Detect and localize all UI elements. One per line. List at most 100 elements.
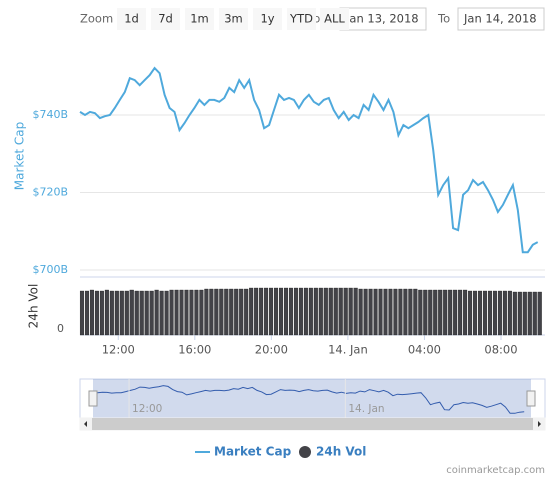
zoom-button-label[interactable]: 1d <box>124 12 139 26</box>
volume-bar <box>134 290 139 336</box>
volume-bar <box>323 287 328 336</box>
volume-bar <box>463 289 468 336</box>
volume-bar <box>403 288 408 336</box>
volume-bar <box>254 287 259 336</box>
volume-bar <box>517 291 522 336</box>
zoom-button-label[interactable]: 1m <box>190 12 209 26</box>
volume-bar <box>164 290 169 336</box>
volume-bar <box>209 288 214 336</box>
navigator-handle[interactable] <box>526 390 536 407</box>
legend-symbol[interactable] <box>299 446 311 458</box>
legend-label[interactable]: 24h Vol <box>316 445 366 459</box>
volume-bar <box>433 289 438 336</box>
navigator-label: 14. Jan <box>348 403 384 415</box>
volume-bar <box>274 287 279 336</box>
volume-bar <box>239 288 244 336</box>
volume-bar <box>303 287 308 336</box>
zoom-label: Zoom <box>80 12 113 26</box>
volume-bar <box>144 290 149 336</box>
volume-bar <box>184 289 189 336</box>
volume-bar <box>408 288 413 336</box>
x-tick-label: 20:00 <box>255 343 288 357</box>
to-input[interactable] <box>457 7 545 31</box>
volume-bar <box>219 288 224 336</box>
volume-bar <box>453 289 458 336</box>
to-value[interactable]: Jan 14, 2018 <box>463 12 537 26</box>
legend-label[interactable]: Market Cap <box>214 445 292 459</box>
volume-bar <box>473 290 478 336</box>
volume-bar <box>129 289 134 336</box>
volume-bar <box>79 290 85 336</box>
volume-bar <box>119 290 124 336</box>
zoom-button-label[interactable]: ALL <box>324 12 345 26</box>
volume-bar <box>537 291 542 336</box>
zoom-button[interactable] <box>185 8 214 30</box>
volume-bar <box>259 287 264 336</box>
zoom-button-label[interactable]: YTD <box>289 12 313 26</box>
navigator-handle[interactable] <box>88 390 98 407</box>
zoom-button[interactable] <box>117 8 146 30</box>
navigator-label: 12:00 <box>132 403 162 415</box>
volume-bar <box>283 287 289 336</box>
volume-bar <box>328 287 333 336</box>
volume-bar <box>413 288 418 336</box>
volume-bar <box>428 289 433 336</box>
volume-bar <box>527 291 532 336</box>
volume-bar <box>398 288 403 336</box>
volume-bar <box>343 287 348 336</box>
volume-bar <box>492 290 497 336</box>
volume-bar <box>502 290 507 336</box>
volume-bar <box>234 288 239 336</box>
volume-bar <box>522 291 527 336</box>
volume-bar <box>338 287 343 336</box>
scrollbar-arrow <box>538 421 541 427</box>
volume-bar <box>94 290 99 336</box>
zoom-button[interactable] <box>287 8 316 30</box>
x-tick-label: 12:00 <box>102 343 135 357</box>
market-cap-line <box>79 66 539 254</box>
volume-bar <box>353 287 358 336</box>
volume-bar <box>264 287 269 336</box>
zoom-button[interactable] <box>151 8 180 30</box>
volume-bar <box>393 288 398 336</box>
y-tick-label: $720B <box>32 186 68 199</box>
zoom-button-label[interactable]: 7d <box>158 12 173 26</box>
zoom-button[interactable] <box>253 8 282 30</box>
volume-bar <box>468 290 473 336</box>
volume-bar <box>443 289 448 336</box>
volume-bar <box>189 289 194 336</box>
credits[interactable]: coinmarketcap.com <box>446 465 545 476</box>
scrollbar-thumb[interactable] <box>92 418 533 430</box>
volume-bar <box>532 291 537 336</box>
navigator-mask[interactable] <box>93 379 531 418</box>
volume-bar <box>199 289 204 336</box>
zoom-button-label[interactable]: 3m <box>224 12 243 26</box>
zoom-button[interactable] <box>219 8 248 30</box>
volume-bar <box>179 289 184 336</box>
volume-bar <box>244 288 249 336</box>
x-tick-label: 16:00 <box>178 343 211 357</box>
volume-bar <box>383 288 388 336</box>
y-tick-label: $740B <box>32 108 68 121</box>
y2-tick-label: 0 <box>57 322 64 335</box>
volume-bar <box>298 287 303 336</box>
zoom-button-label[interactable]: 1y <box>260 12 274 26</box>
y-axis-title: Market Cap <box>13 122 27 190</box>
volume-bar <box>149 290 154 336</box>
volume-bar <box>512 291 517 336</box>
volume-bar <box>169 289 174 336</box>
y-tick-label: $700B <box>32 263 68 276</box>
volume-bar <box>194 289 199 336</box>
volume-bar <box>448 289 453 336</box>
from-value[interactable]: Jan 13, 2018 <box>345 12 419 26</box>
volume-bar <box>318 287 323 336</box>
y2-axis-title: 24h Vol <box>27 284 41 329</box>
volume-bar <box>308 287 313 336</box>
zoom-button[interactable] <box>320 8 349 30</box>
volume-bar <box>154 289 159 336</box>
volume-bar <box>139 290 144 336</box>
volume-bar <box>363 288 368 336</box>
x-tick-label: 14. Jan <box>328 343 368 357</box>
volume-bar <box>378 288 383 336</box>
volume-bar <box>278 287 284 336</box>
